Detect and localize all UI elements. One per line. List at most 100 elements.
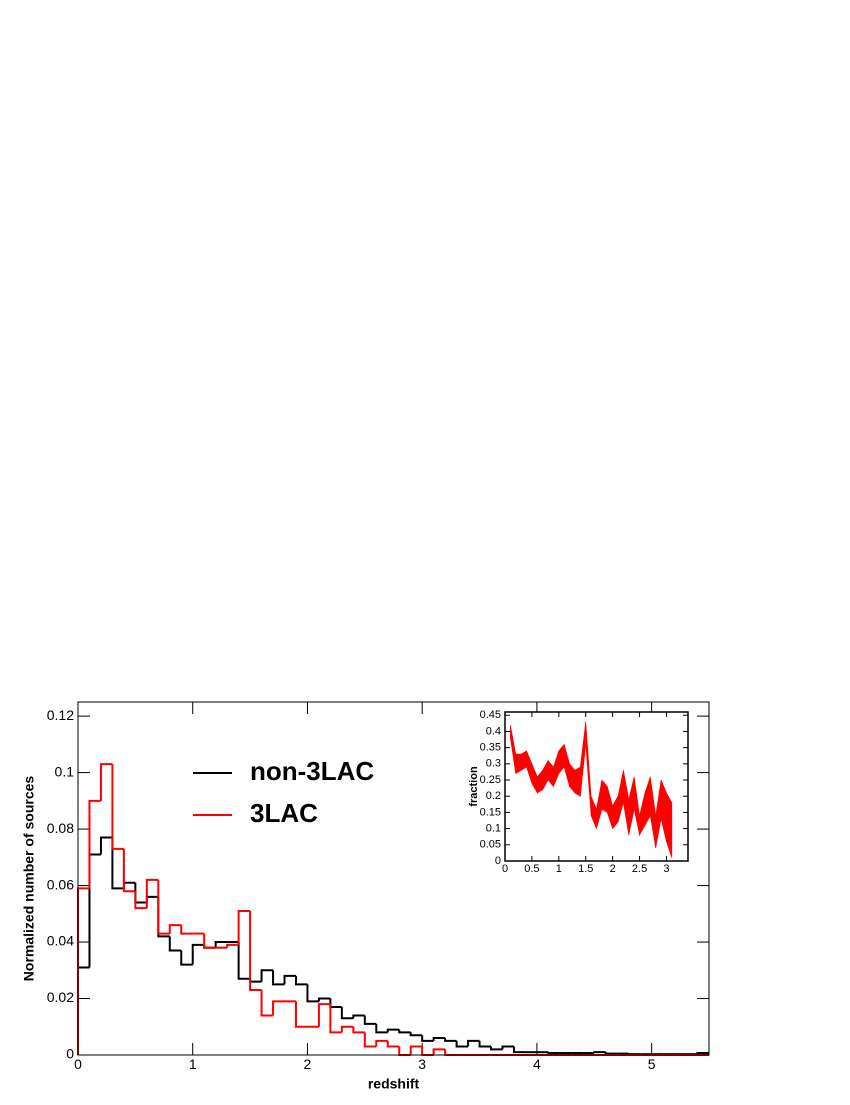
histogram-step [122,848,136,893]
histogram-step [352,1014,365,1019]
histogram-step [363,1015,377,1025]
x-tick-label: 0.5 [524,863,539,875]
x-tick-label: 1.5 [578,863,593,875]
y-axis-label: fraction [468,766,480,807]
histogram-step [409,1032,423,1037]
histogram-step [249,978,262,983]
histogram-step [99,836,113,855]
y-tick-label: 0.1 [486,823,501,835]
histogram-step [168,936,182,952]
histogram-step [501,1045,514,1050]
histogram-step [593,1051,606,1054]
y-tick-label: 0.06 [47,876,74,892]
histogram-step [409,1045,423,1055]
x-tick-label: 3 [663,863,669,875]
band-segment [574,766,581,797]
x-tick-label: 0 [502,863,508,875]
inset-frame [504,711,689,862]
histogram-step [294,1001,308,1028]
histogram-step [157,896,170,938]
histogram-step [375,1039,388,1047]
histogram-step [180,950,193,966]
y-tick-label: 0.45 [480,709,501,721]
histogram-step [122,881,136,889]
band-segment [666,791,673,858]
x-tick-label: 2 [610,863,616,875]
x-tick-label: 2.5 [632,863,647,875]
y-tick-label: 0.25 [480,774,501,786]
histogram-step [283,974,296,985]
histogram-step [294,975,308,986]
y-tick-label: 0.2 [486,790,501,802]
y-tick-label: 0.15 [480,806,501,818]
histogram-step [352,1026,365,1034]
histogram-step [467,1039,480,1047]
histogram-step [191,943,205,965]
histogram-step [340,1025,354,1033]
histogram-step [237,942,251,980]
y-tick-label: 0.04 [47,933,74,949]
legend-label: 3LAC [250,798,318,828]
histogram-step [272,970,285,986]
band-segment [515,753,522,775]
histogram-step [329,1004,342,1034]
legend-label: non-3LAC [250,756,374,786]
histogram-step [386,1028,400,1033]
histogram-step [421,1035,434,1042]
x-tick-label: 5 [648,1056,656,1072]
histogram-step [157,879,170,935]
histogram-step [180,925,193,935]
y-axis-label: Normalized number of sources [21,776,37,982]
histogram-step [317,1003,331,1027]
histogram-step [432,1037,446,1041]
histogram-step [363,1032,377,1048]
x-tick-label: 1 [189,1056,197,1072]
histogram-step [145,895,159,903]
y-tick-label: 0 [495,855,501,867]
y-tick-label: 0.3 [486,758,501,770]
histogram-step [134,882,147,904]
histogram-step [375,1023,388,1034]
histogram-step [398,1046,411,1056]
histogram-step [111,837,124,890]
histogram-step [512,1046,526,1054]
histogram-step [272,1000,285,1016]
y-tick-label: 0.1 [55,763,75,779]
histogram-step [249,910,262,992]
histogram-step [604,1052,618,1055]
histogram-step [490,1046,503,1051]
histogram-step [386,1040,400,1048]
histogram-step [478,1040,492,1048]
histogram-step [340,1006,354,1020]
x-tick-label: 3 [418,1056,426,1072]
histogram-step [88,853,101,968]
histogram-step [444,1049,457,1056]
band-segment [520,750,527,771]
plot-frame [77,701,710,1056]
histogram-step [329,998,342,1008]
histogram-step [444,1038,457,1042]
histogram-step [260,969,274,982]
histogram-step [111,764,124,850]
histogram-step [203,933,216,949]
histogram-step [306,984,319,1003]
histogram-step [77,887,90,1055]
histogram-step [145,878,159,909]
histogram-step [226,943,239,948]
y-tick-label: 0.4 [486,725,501,737]
y-tick-label: 0.05 [480,839,501,851]
x-tick-label: 2 [304,1056,312,1072]
histogram-step [168,924,182,934]
y-tick-label: 0.02 [47,989,74,1005]
histogram-step [260,990,274,1017]
histogram-step [455,1040,469,1048]
histogram-step [99,763,113,801]
x-tick-label: 4 [533,1056,541,1072]
histogram-step [134,891,147,910]
x-axis-label: redshift [368,1076,420,1092]
histogram-step [77,966,90,1055]
x-tick-label: 0 [74,1056,82,1072]
histogram-step [398,1029,411,1034]
histogram-step [88,799,101,889]
